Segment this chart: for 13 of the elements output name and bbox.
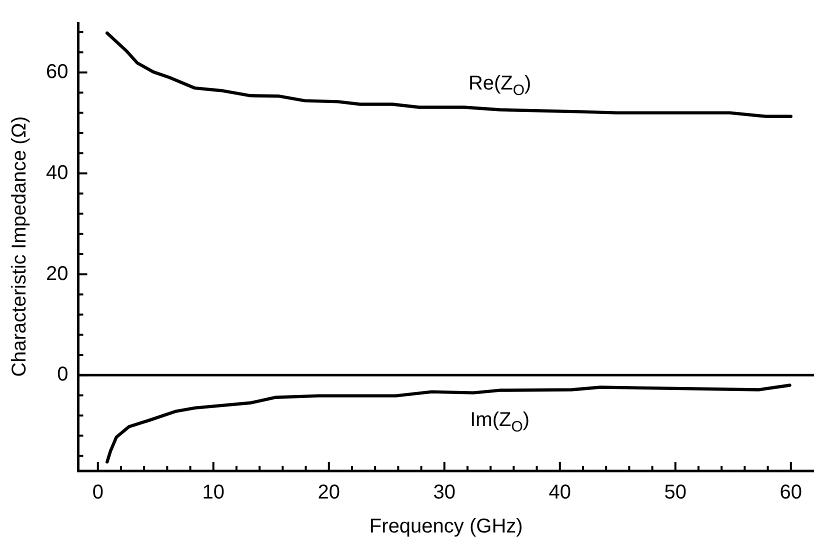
y-tick-label: 40 xyxy=(46,162,68,184)
y-axis-title: Characteristic Impedance (Ω) xyxy=(8,116,31,377)
x-tick-label: 0 xyxy=(92,482,104,504)
x-tick-label: 50 xyxy=(664,482,687,504)
y-tick-label: 0 xyxy=(57,364,68,386)
x-tick-label: 10 xyxy=(202,482,225,504)
y-tick-label: 20 xyxy=(46,262,68,285)
x-tick-label: 40 xyxy=(548,482,572,504)
x-axis-title: Frequency (GHz) xyxy=(369,516,523,538)
x-tick-label: 60 xyxy=(780,482,802,504)
x-tick-label: 20 xyxy=(318,482,340,504)
y-tick-label: 60 xyxy=(46,60,68,83)
x-tick-label: 30 xyxy=(433,482,456,504)
